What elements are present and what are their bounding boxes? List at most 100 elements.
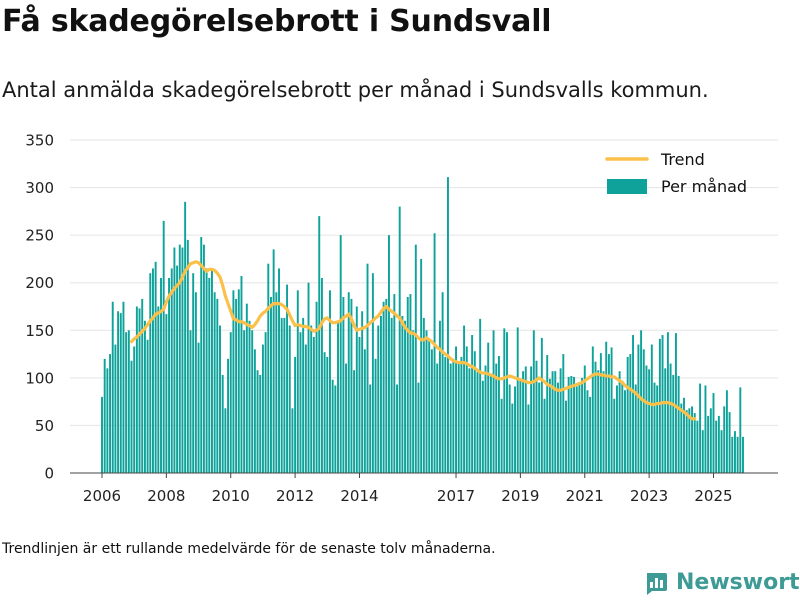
bar bbox=[138, 308, 141, 473]
bar bbox=[430, 349, 433, 473]
brand-name: Newsworthy bbox=[676, 570, 800, 595]
bar bbox=[398, 206, 401, 473]
bar bbox=[304, 344, 307, 473]
bar bbox=[479, 318, 482, 473]
bar bbox=[428, 339, 431, 473]
bar bbox=[420, 258, 423, 473]
bar bbox=[717, 415, 720, 473]
bar bbox=[538, 382, 541, 473]
bar bbox=[742, 436, 744, 473]
bar bbox=[178, 244, 181, 473]
bar bbox=[551, 371, 554, 473]
bar bbox=[739, 387, 742, 473]
bar bbox=[240, 276, 243, 473]
x-tick-label: 2019 bbox=[501, 487, 539, 505]
bar bbox=[256, 370, 259, 473]
bar bbox=[347, 292, 350, 473]
bar bbox=[524, 366, 527, 473]
bar bbox=[605, 341, 608, 473]
bar bbox=[575, 386, 578, 473]
bar bbox=[264, 332, 267, 473]
bar bbox=[570, 375, 573, 473]
bar bbox=[594, 361, 597, 473]
bar bbox=[151, 268, 154, 473]
bar bbox=[650, 344, 653, 473]
bar bbox=[629, 354, 632, 473]
bar bbox=[168, 277, 171, 473]
bar bbox=[503, 328, 506, 473]
bar bbox=[672, 375, 675, 473]
bar bbox=[122, 301, 125, 473]
bar bbox=[530, 366, 533, 473]
bar bbox=[527, 404, 530, 473]
x-tick-label: 2006 bbox=[83, 487, 121, 505]
bar bbox=[369, 384, 372, 473]
bar bbox=[353, 370, 356, 473]
bar bbox=[278, 268, 280, 473]
bar bbox=[489, 375, 492, 473]
bar bbox=[728, 412, 731, 473]
bar bbox=[286, 284, 289, 473]
bar bbox=[141, 298, 144, 473]
bar bbox=[583, 365, 586, 473]
bar bbox=[326, 356, 329, 473]
bar bbox=[409, 294, 412, 473]
bar bbox=[358, 336, 361, 473]
bar bbox=[731, 436, 734, 473]
bar bbox=[248, 320, 251, 473]
x-tick-label: 2021 bbox=[566, 487, 604, 505]
bar bbox=[216, 298, 219, 473]
bar bbox=[323, 352, 326, 473]
bar bbox=[610, 347, 613, 473]
bar bbox=[307, 282, 310, 473]
bar bbox=[685, 410, 688, 473]
bar bbox=[221, 375, 224, 473]
bar bbox=[184, 201, 187, 473]
bar bbox=[170, 268, 173, 473]
bar bbox=[160, 277, 162, 473]
bar bbox=[342, 296, 345, 473]
bar bbox=[712, 393, 715, 473]
bar bbox=[519, 380, 522, 473]
bar bbox=[382, 301, 385, 473]
bar bbox=[500, 398, 503, 473]
bar bbox=[645, 365, 648, 473]
bar bbox=[143, 320, 146, 473]
bar bbox=[103, 358, 106, 473]
bar bbox=[181, 247, 184, 473]
bar bbox=[417, 382, 420, 473]
bar bbox=[162, 220, 165, 473]
bar bbox=[272, 249, 275, 473]
bar bbox=[586, 390, 589, 473]
bar bbox=[669, 363, 672, 473]
bar bbox=[455, 346, 457, 473]
bar bbox=[232, 290, 235, 473]
bar bbox=[296, 290, 299, 473]
bar bbox=[723, 406, 726, 473]
bar bbox=[280, 317, 283, 473]
bar bbox=[312, 336, 315, 473]
bar bbox=[677, 375, 680, 473]
bar bbox=[546, 355, 549, 473]
bar bbox=[599, 353, 602, 473]
bar bbox=[476, 372, 479, 473]
bar bbox=[540, 337, 543, 473]
bar bbox=[331, 379, 334, 473]
bar bbox=[106, 368, 109, 473]
bar bbox=[438, 320, 441, 473]
bar bbox=[634, 384, 637, 473]
bar bbox=[637, 344, 640, 473]
bar bbox=[192, 273, 195, 473]
bar bbox=[613, 398, 616, 473]
bar bbox=[497, 355, 500, 473]
bar bbox=[355, 306, 358, 473]
bar bbox=[374, 358, 377, 473]
bar bbox=[736, 436, 739, 473]
bar bbox=[261, 344, 264, 473]
bar bbox=[125, 332, 128, 473]
bar bbox=[632, 335, 634, 473]
bar bbox=[481, 380, 484, 473]
bar bbox=[146, 339, 149, 473]
bar bbox=[535, 360, 538, 473]
bar bbox=[111, 301, 114, 473]
